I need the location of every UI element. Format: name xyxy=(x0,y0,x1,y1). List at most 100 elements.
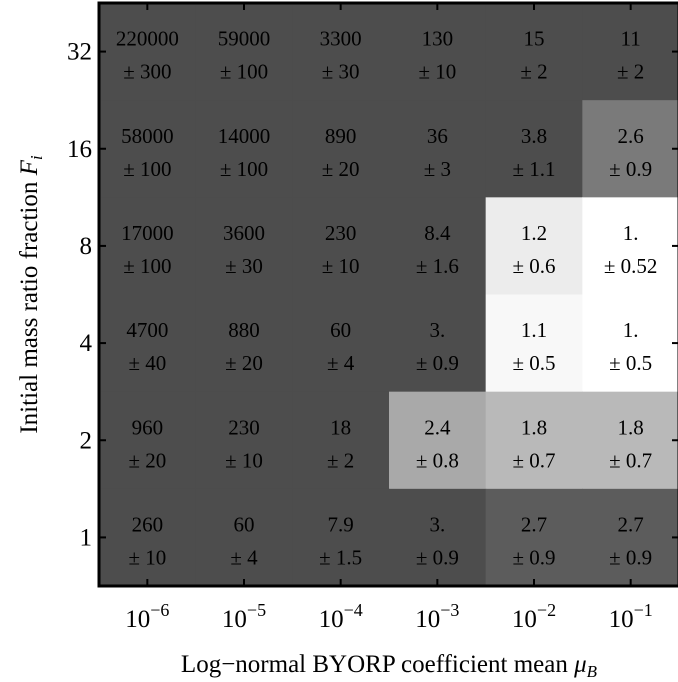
cell-error-label: ± 0.7 xyxy=(609,448,652,472)
cell-value-label: 17000 xyxy=(121,221,174,245)
heatmap-cell-fill xyxy=(99,489,196,587)
heatmap-cell: 230 ± 10 xyxy=(196,392,293,490)
x-tick-label: 10−4 xyxy=(319,600,363,633)
cell-value-label: 960 xyxy=(132,415,164,439)
heatmap-cell-fill xyxy=(389,392,486,490)
heatmap-cell: 7.9 ± 1.5 xyxy=(292,489,389,587)
cell-value-label: 60 xyxy=(234,512,255,536)
heatmap-cell-fill xyxy=(582,295,678,393)
cell-value-label: 60 xyxy=(330,318,351,342)
cell-error-label: ± 1.5 xyxy=(319,545,362,569)
heatmap-cell-fill xyxy=(196,197,293,295)
cell-value-label: 1. xyxy=(623,221,639,245)
cell-error-label: ± 2 xyxy=(327,448,354,472)
cell-error-label: ± 20 xyxy=(128,448,166,472)
cell-value-label: 3. xyxy=(429,512,445,536)
cell-error-label: ± 4 xyxy=(327,351,355,375)
heatmap-cell: 2.4 ± 0.8 xyxy=(389,392,486,490)
y-tick-label: 32 xyxy=(67,39,92,66)
cell-error-label: ± 2 xyxy=(617,60,644,84)
cell-value-label: 1.8 xyxy=(521,415,547,439)
cell-value-label: 8.4 xyxy=(424,221,451,245)
heatmap-cell: 11± 2 xyxy=(582,3,678,101)
cell-value-label: 7.9 xyxy=(328,512,354,536)
cell-value-label: 880 xyxy=(228,318,260,342)
heatmap-cell: 60± 4 xyxy=(196,489,293,587)
cell-error-label: ± 0.8 xyxy=(416,448,459,472)
heatmap-cell-fill xyxy=(486,489,583,587)
cell-error-label: ± 0.9 xyxy=(609,157,652,181)
cell-error-label: ± 100 xyxy=(123,254,171,278)
y-tick-label: 4 xyxy=(80,330,93,357)
cell-error-label: ± 0.5 xyxy=(512,351,555,375)
heatmap-cell: 18± 2 xyxy=(292,392,389,490)
cell-value-label: 890 xyxy=(325,124,357,148)
cell-value-label: 2.6 xyxy=(618,124,644,148)
cell-value-label: 1.2 xyxy=(521,221,547,245)
heatmap-cell: 130 ± 10 xyxy=(389,3,486,101)
heatmap-cell-fill xyxy=(292,392,389,490)
cell-value-label: 36 xyxy=(427,124,448,148)
heatmap-cell-fill xyxy=(292,100,389,198)
x-tick-label: 10−2 xyxy=(512,600,556,633)
heatmap-cell: 15± 2 xyxy=(486,3,583,101)
heatmap-cell: 4700 ± 40 xyxy=(99,295,196,393)
cell-error-label: ± 3 xyxy=(424,157,451,181)
heatmap-cell-fill xyxy=(292,489,389,587)
x-tick-label: 10−1 xyxy=(609,600,653,633)
cell-error-label: ± 20 xyxy=(225,351,263,375)
y-tick-label: 8 xyxy=(80,233,93,260)
heatmap-cell: 880 ± 20 xyxy=(196,295,293,393)
cell-value-label: 260 xyxy=(132,512,164,536)
cell-error-label: ± 100 xyxy=(123,157,171,181)
heatmap-cell: 3600 ± 30 xyxy=(196,197,293,295)
heatmap-cell: 2.7 ± 0.9 xyxy=(486,489,583,587)
heatmap-cell: 1.8 ± 0.7 xyxy=(486,392,583,490)
y-tick-label: 2 xyxy=(80,427,93,454)
cell-error-label: ± 0.9 xyxy=(512,545,555,569)
cell-error-label: ± 0.9 xyxy=(609,545,652,569)
heatmap-cell: 1. ± 0.5 xyxy=(582,295,678,393)
cell-value-label: 58000 xyxy=(121,124,174,148)
heatmap-cell: 3. ± 0.9 xyxy=(389,295,486,393)
cell-value-label: 2.7 xyxy=(618,512,644,536)
heatmap-cell-fill xyxy=(389,489,486,587)
heatmap-cell-fill xyxy=(196,3,293,101)
cell-value-label: 130 xyxy=(422,27,454,51)
cell-error-label: ± 0.7 xyxy=(512,448,555,472)
cell-value-label: 220000 xyxy=(116,27,179,51)
cell-value-label: 3600 xyxy=(223,221,265,245)
heatmap-cell: 960 ± 20 xyxy=(99,392,196,490)
cell-error-label: ± 100 xyxy=(220,157,268,181)
heatmap-cell: 36± 3 xyxy=(389,100,486,198)
heatmap-cell-fill xyxy=(582,100,678,198)
cell-value-label: 15 xyxy=(524,27,545,51)
cell-error-label: ± 10 xyxy=(418,60,456,84)
cell-error-label: ± 30 xyxy=(322,60,360,84)
heatmap-cell-fill xyxy=(582,3,678,101)
heatmap-cell-fill xyxy=(486,3,583,101)
heatmap-cell: 14000 ± 100 xyxy=(196,100,293,198)
cell-value-label: 230 xyxy=(325,221,357,245)
heatmap-cell-fill xyxy=(99,295,196,393)
heatmap-cell: 59000 ± 100 xyxy=(196,3,293,101)
cell-value-label: 3300 xyxy=(320,27,362,51)
heatmap-cell: 17000 ± 100 xyxy=(99,197,196,295)
heatmap-cell-fill xyxy=(486,197,583,295)
cell-value-label: 2.7 xyxy=(521,512,547,536)
heatmap-cell: 1.8 ± 0.7 xyxy=(582,392,678,490)
heatmap-cell-fill xyxy=(486,100,583,198)
heatmap-cell-fill xyxy=(292,197,389,295)
cell-error-label: ± 30 xyxy=(225,254,263,278)
heatmap-cell: 2.7 ± 0.9 xyxy=(582,489,678,587)
heatmap-cell: 58000 ± 100 xyxy=(99,100,196,198)
heatmap-cell: 3300 ± 30 xyxy=(292,3,389,101)
heatmap-cell-fill xyxy=(99,3,196,101)
heatmap-cell: 60± 4 xyxy=(292,295,389,393)
cell-value-label: 18 xyxy=(330,415,351,439)
x-tick-label: 10−3 xyxy=(415,600,459,633)
heatmap-cell-fill xyxy=(99,197,196,295)
heatmap-cell-fill xyxy=(389,295,486,393)
